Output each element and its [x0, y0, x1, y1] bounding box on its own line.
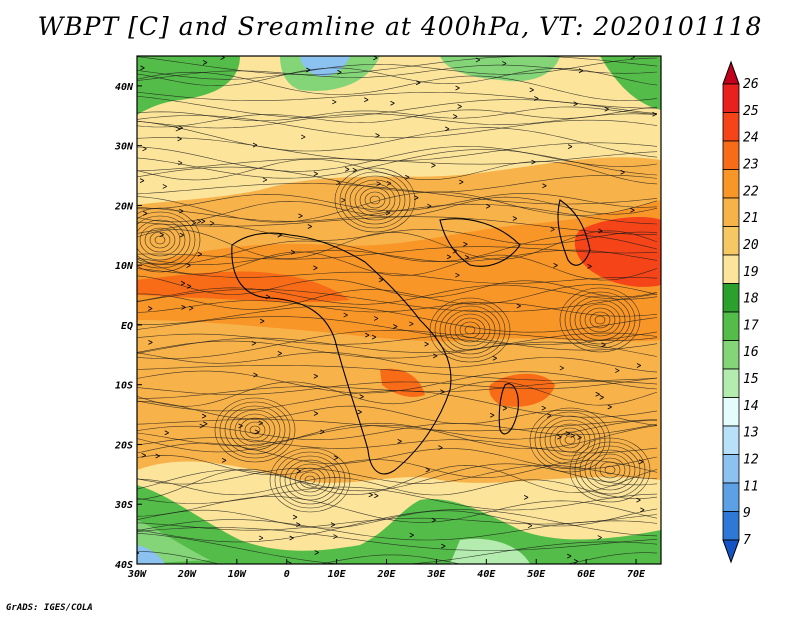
colorbar-label: 18 [743, 292, 759, 307]
wbpt-shading [137, 56, 661, 564]
colorbar-swatch [722, 83, 740, 113]
colorbar-swatch [722, 340, 740, 370]
map-frame [136, 55, 662, 565]
colorbar-label: 13 [743, 426, 759, 441]
lat-label: 40S [115, 560, 133, 571]
colorbar-swatch [722, 397, 740, 427]
grads-credit: GrADS: IGES/COLA [6, 603, 93, 613]
map-panel [136, 55, 662, 565]
lat-label: 30S [114, 500, 133, 511]
colorbar-label: 19 [743, 265, 759, 280]
lat-label: 40N [115, 82, 134, 93]
colorbar-label: 16 [743, 345, 759, 360]
lon-label: 40E [477, 569, 496, 580]
lat-label: 10S [115, 381, 133, 392]
colorbar-label: 25 [743, 104, 759, 119]
lon-label: 20E [376, 569, 396, 580]
colorbar-label: 24 [743, 131, 759, 146]
colorbar-swatch [722, 140, 740, 170]
lat-label: 20N [114, 201, 134, 212]
lon-label: 30E [426, 569, 446, 580]
colorbar-label: 15 [743, 372, 759, 387]
colorbar-bottom-arrow [722, 539, 740, 564]
lon-label: 20W [177, 569, 197, 580]
colorbar-swatch [722, 112, 740, 142]
lat-label: 30N [114, 142, 134, 153]
colorbar-label: 11 [743, 479, 759, 494]
lon-label: 50E [527, 569, 546, 580]
lon-label: 10E [328, 569, 347, 580]
colorbar-label: 7 [743, 533, 751, 548]
colorbar-swatch [722, 425, 740, 455]
colorbar-swatch [722, 482, 740, 512]
colorbar: 26 25 24 23 22 21 20 19 18 17 16 15 14 13 12 11 9 7 [722, 60, 759, 564]
lon-label: 70E [627, 569, 646, 580]
colorbar-top-arrow [722, 60, 740, 85]
colorbar-label: 14 [743, 399, 759, 414]
colorbar-label: 22 [743, 184, 759, 199]
latitude-axis: 40N 30N 20N 10N EQ 10S 20S 30S 40S [114, 82, 142, 571]
chart-title: WBPT [C] and Sreamline at 400hPa, VT: 20… [37, 12, 763, 41]
streamlines [137, 56, 658, 564]
colorbar-swatch [722, 226, 740, 256]
colorbar-swatch [722, 283, 740, 313]
colorbar-label: 23 [743, 157, 759, 172]
lon-label: 60E [577, 569, 596, 580]
colorbar-label: 21 [743, 211, 759, 226]
colorbar-label: 17 [743, 318, 759, 333]
lat-label: EQ [121, 321, 133, 332]
lon-label: 30W [127, 569, 147, 580]
colorbar-swatch [722, 169, 740, 199]
colorbar-swatch [722, 511, 740, 541]
colorbar-swatch [722, 254, 740, 284]
lon-label: 10W [228, 569, 247, 580]
colorbar-swatch [722, 368, 740, 398]
lat-label: 10N [115, 261, 134, 272]
colorbar-swatch [722, 454, 740, 484]
colorbar-swatch [722, 197, 740, 227]
colorbar-label: 26 [743, 77, 759, 92]
lon-label: 0 [284, 569, 290, 580]
colorbar-label: 20 [743, 238, 759, 253]
colorbar-swatch [722, 311, 740, 341]
colorbar-label: 9 [743, 506, 751, 521]
lat-label: 20S [114, 440, 133, 451]
longitude-axis: 30W 20W 10W 0 10E 20E 30E 40E 50E 60E 70E [127, 559, 646, 580]
colorbar-label: 12 [743, 453, 759, 468]
